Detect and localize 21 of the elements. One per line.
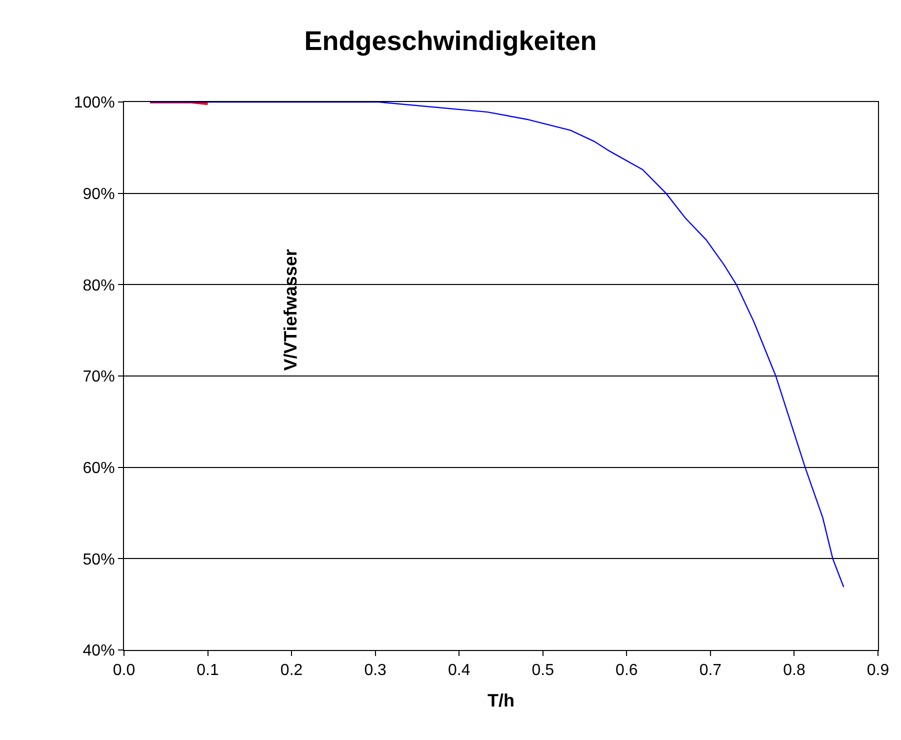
x-tick-label: 0.3 [364,662,387,680]
y-tick-label: 80% [82,277,115,294]
x-tick-label: 0.2 [280,662,303,680]
line-series [149,102,844,588]
y-tick-label: 40% [82,642,115,660]
x-tick-label: 0.5 [532,662,554,680]
x-tick-label: 0.1 [196,662,219,680]
x-axis-title: T/h [488,690,514,710]
x-tick-label: 0.8 [783,662,806,680]
y-tick-label: 60% [82,460,115,477]
y-tick-label: 100% [74,94,115,112]
x-tick-label: 0.4 [448,662,470,680]
x-tick-label: 0.6 [616,662,638,680]
y-axis-title: V/VTiefwasser [280,249,300,371]
x-tick-label: 0.9 [866,662,890,680]
y-tick-label: 90% [82,186,115,203]
y-tick-label: 50% [82,551,115,568]
chart-title: Endgeschwindigkeiten [304,26,597,56]
y-tick-label: 70% [82,368,115,386]
x-tick-label: 0.0 [112,662,136,680]
x-tick-label: 0.7 [699,662,722,680]
